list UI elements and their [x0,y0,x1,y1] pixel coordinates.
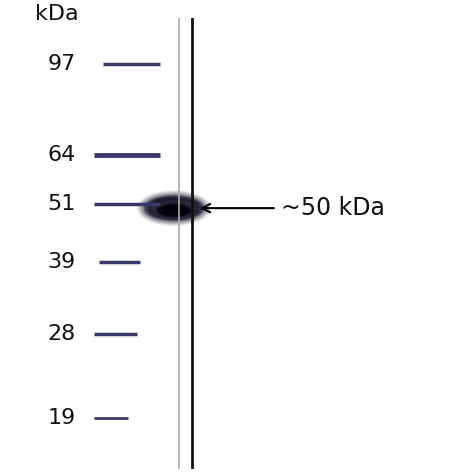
Ellipse shape [149,199,199,218]
Ellipse shape [146,196,202,220]
Text: 64: 64 [48,144,76,165]
Ellipse shape [157,204,191,217]
Text: ~50 kDa: ~50 kDa [281,196,385,220]
Ellipse shape [164,206,184,213]
Ellipse shape [155,198,184,204]
Text: 19: 19 [48,408,76,428]
Ellipse shape [144,196,204,220]
Ellipse shape [158,205,190,216]
Ellipse shape [147,197,201,219]
Text: 97: 97 [48,54,76,75]
Ellipse shape [159,205,189,216]
Ellipse shape [146,197,202,219]
Ellipse shape [147,198,201,219]
Text: 39: 39 [48,252,76,272]
Ellipse shape [156,204,192,217]
Ellipse shape [159,205,188,216]
Ellipse shape [146,197,201,219]
Ellipse shape [158,205,189,216]
Ellipse shape [162,206,186,215]
Ellipse shape [148,198,200,219]
Ellipse shape [147,198,201,219]
Ellipse shape [162,206,186,215]
Ellipse shape [146,197,202,219]
Text: kDa: kDa [35,4,79,24]
Ellipse shape [157,204,191,216]
Ellipse shape [160,205,188,216]
Ellipse shape [161,206,187,215]
Ellipse shape [146,197,201,219]
Text: 51: 51 [48,194,76,214]
Ellipse shape [160,205,188,216]
Ellipse shape [145,196,203,220]
Ellipse shape [161,205,187,215]
Ellipse shape [148,198,200,218]
Text: 28: 28 [48,324,76,344]
Ellipse shape [145,196,203,220]
Ellipse shape [148,198,200,218]
Ellipse shape [158,204,190,216]
Ellipse shape [145,196,203,220]
Ellipse shape [163,206,185,215]
